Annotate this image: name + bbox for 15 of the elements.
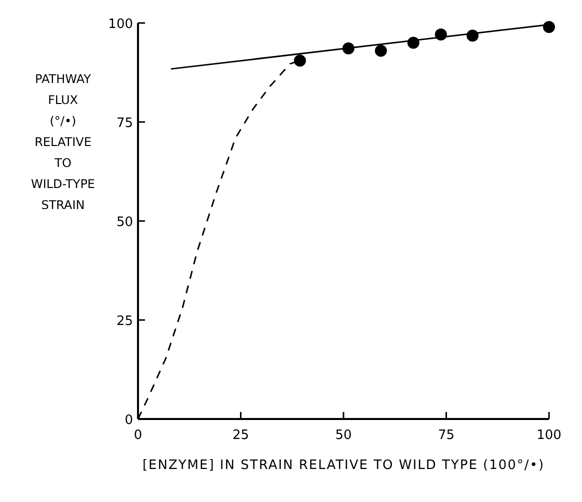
y-tick-label: 25	[116, 314, 133, 329]
x-tick-label: 50	[335, 428, 352, 443]
x-tick-label: 25	[232, 428, 250, 443]
x-tick-label: 100	[536, 428, 562, 443]
point	[374, 44, 387, 57]
y-tick-label: 0	[124, 413, 133, 428]
y-axis-title: PATHWAY FLUX (°/•) RELATIVE TO WILD-TYPE STRAIN	[30, 72, 96, 212]
y-tick-label: 100	[108, 17, 133, 32]
y-tick-label: 75	[116, 116, 133, 131]
point	[543, 20, 555, 33]
y-tick-label: 50	[116, 215, 133, 230]
x-tick-label: 0	[134, 428, 142, 443]
x-tick-label: 75	[438, 428, 455, 443]
point	[294, 54, 306, 67]
x-axis-title: [ENZYME] IN STRAIN RELATIVE TO WILD TYPE (100°/•)	[142, 458, 545, 473]
